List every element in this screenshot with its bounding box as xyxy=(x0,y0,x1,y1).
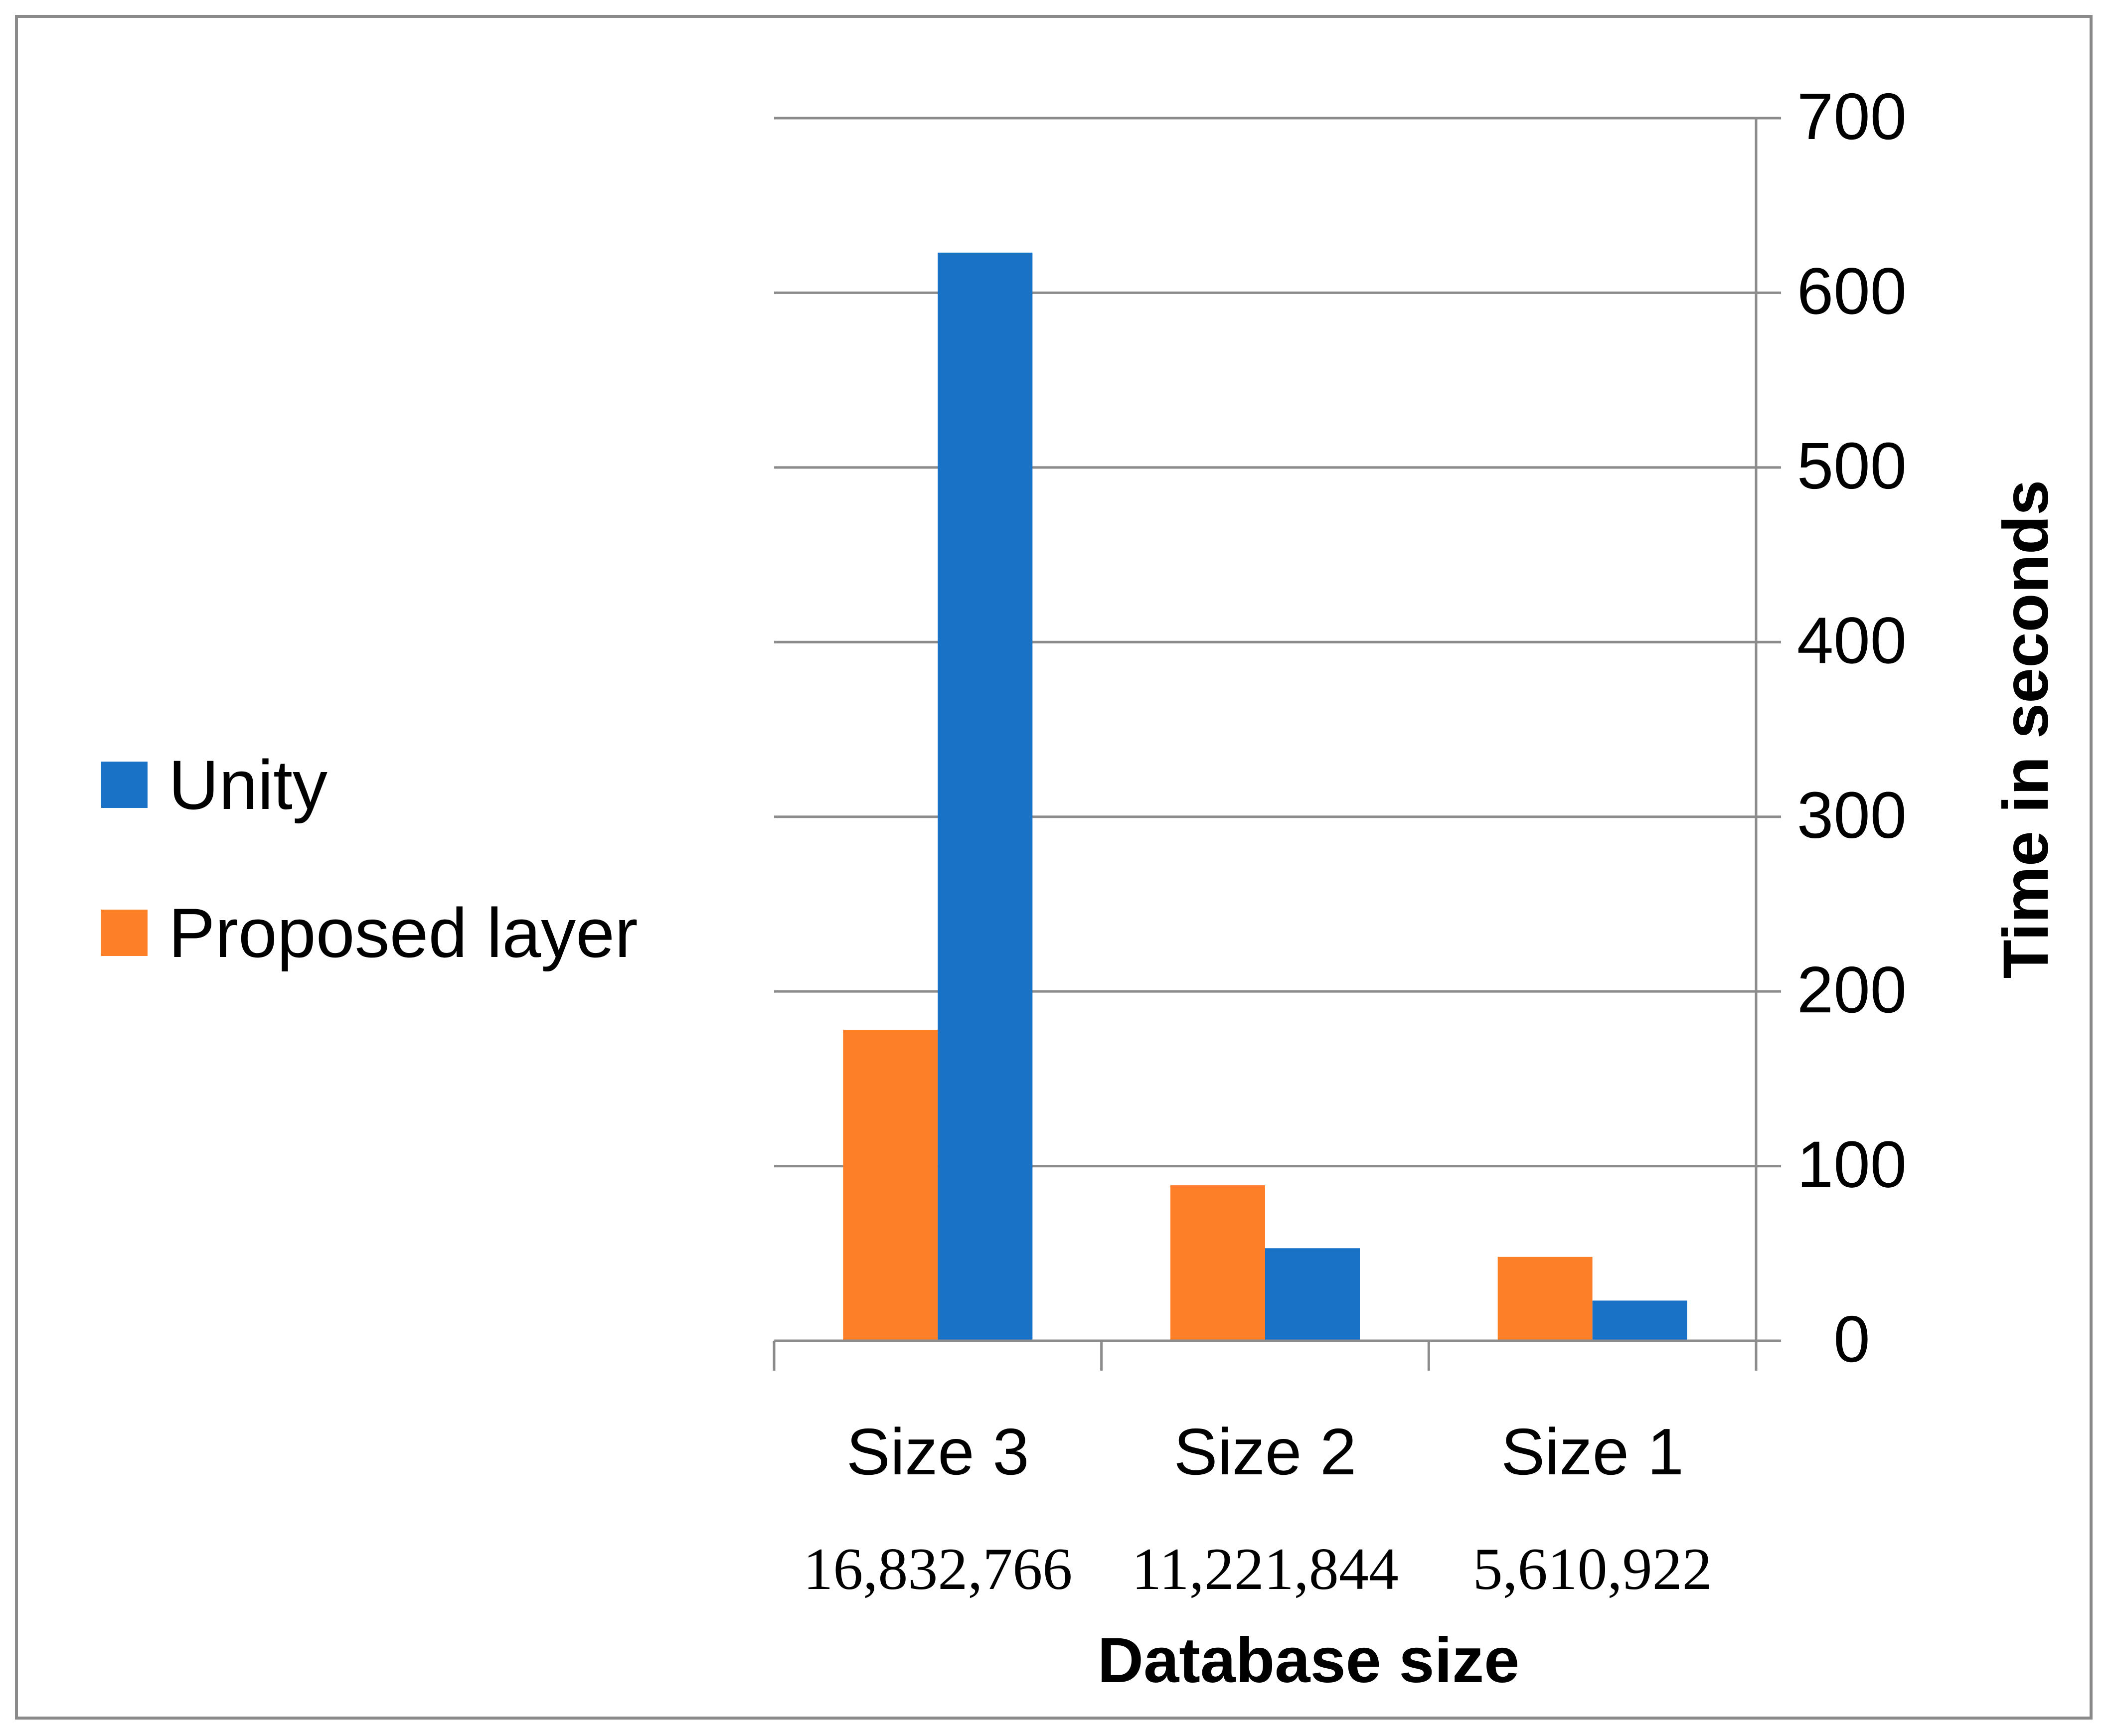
y-tick-label-0: 0 xyxy=(1833,1302,1870,1376)
labels: 0 100 200 300 400 500 600 700 Size 3 16,832,766 Si… xyxy=(803,80,2062,1696)
axes xyxy=(773,117,1781,1371)
x-sublabel-size-1: 5,610,922 xyxy=(1473,1536,1712,1602)
legend-swatch-proposed-layer xyxy=(101,910,148,956)
x-tick-label-size-2: Size 2 xyxy=(1174,1415,1357,1488)
y-tick-label-100: 100 xyxy=(1797,1128,1907,1201)
y-tick-label-400: 400 xyxy=(1797,604,1907,677)
legend-swatch-unity xyxy=(101,762,148,808)
x-tick-label-size-1: Size 1 xyxy=(1501,1415,1684,1488)
bar-unity-size-1 xyxy=(1592,1300,1687,1341)
y-tick-label-600: 600 xyxy=(1797,254,1907,327)
y-tick-label-500: 500 xyxy=(1797,429,1907,502)
chart-frame xyxy=(15,15,2093,1720)
x-axis-title: Database size xyxy=(1098,1625,1520,1696)
gridlines xyxy=(774,117,1756,1168)
y-axis-title: Time in seconds xyxy=(1990,480,2062,979)
bar-proposed-layer-size-2 xyxy=(1170,1185,1265,1341)
x-tick-label-size-3: Size 3 xyxy=(846,1415,1029,1488)
legend-label-proposed-layer: Proposed layer xyxy=(168,894,638,972)
bar-proposed-layer-size-1 xyxy=(1497,1257,1593,1341)
bars xyxy=(843,252,1687,1341)
y-tick-label-200: 200 xyxy=(1797,953,1907,1026)
y-tick-label-300: 300 xyxy=(1797,779,1907,852)
legend-label-unity: Unity xyxy=(168,746,327,824)
x-sublabel-size-2: 11,221,844 xyxy=(1132,1536,1399,1602)
bar-unity-size-2 xyxy=(1265,1248,1360,1341)
x-sublabel-size-3: 16,832,766 xyxy=(803,1536,1072,1602)
legend: Unity Proposed layer xyxy=(101,746,638,972)
bar-proposed-layer-size-3 xyxy=(843,1030,938,1341)
y-tick-label-700: 700 xyxy=(1797,80,1907,153)
bar-unity-size-3 xyxy=(938,252,1033,1341)
